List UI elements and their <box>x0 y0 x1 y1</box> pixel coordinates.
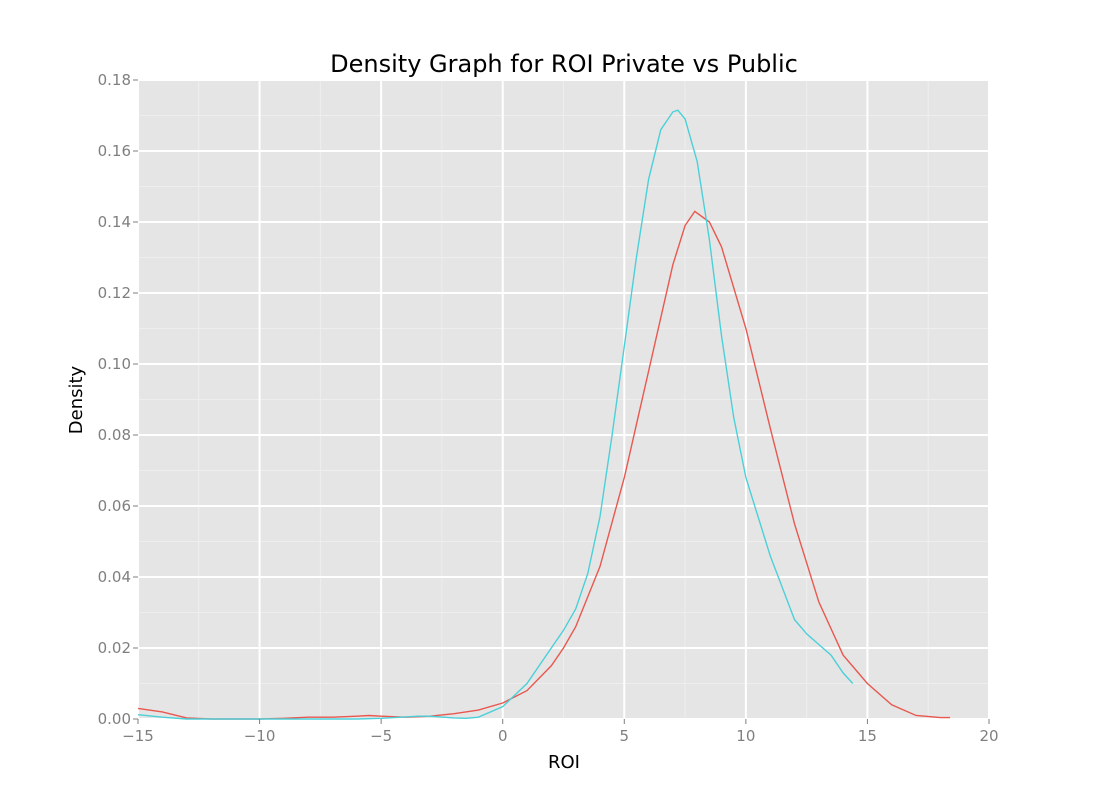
y-tick-label: 0.12 <box>98 284 131 302</box>
y-tick-label: 0.00 <box>98 710 131 728</box>
y-tick-label: 0.10 <box>98 355 131 373</box>
x-tick-label: 0 <box>498 727 508 745</box>
y-tick-label: 0.16 <box>98 142 131 160</box>
minor-gridlines <box>138 80 989 719</box>
y-axis-label: Density <box>66 365 87 434</box>
chart-title: Density Graph for ROI Private vs Public <box>330 50 798 78</box>
y-tick-label: 0.02 <box>98 639 131 657</box>
x-tick-label: −5 <box>370 727 392 745</box>
x-tick-label: 15 <box>858 727 877 745</box>
y-tick-label: 0.04 <box>98 568 131 586</box>
x-tick-label: 20 <box>979 727 998 745</box>
y-tick-label: 0.08 <box>98 426 131 444</box>
y-tick-label: 0.18 <box>98 71 131 89</box>
x-tick-label: 5 <box>620 727 630 745</box>
x-tick-label: 10 <box>736 727 755 745</box>
y-tick-label: 0.14 <box>98 213 131 231</box>
density-series <box>137 109 951 720</box>
y-tick-label: 0.06 <box>98 497 131 515</box>
x-axis-label: ROI <box>548 752 580 773</box>
x-tick-label: −15 <box>122 727 154 745</box>
major-gridlines <box>137 79 990 720</box>
axis-ticks: −15 −10 −5 0 5 10 15 20 0.00 0.02 0.04 0.06 0.08 0.10… <box>98 71 999 745</box>
density-line-2 <box>137 109 854 720</box>
x-tick-label: −10 <box>244 727 276 745</box>
density-line-1 <box>137 210 951 720</box>
